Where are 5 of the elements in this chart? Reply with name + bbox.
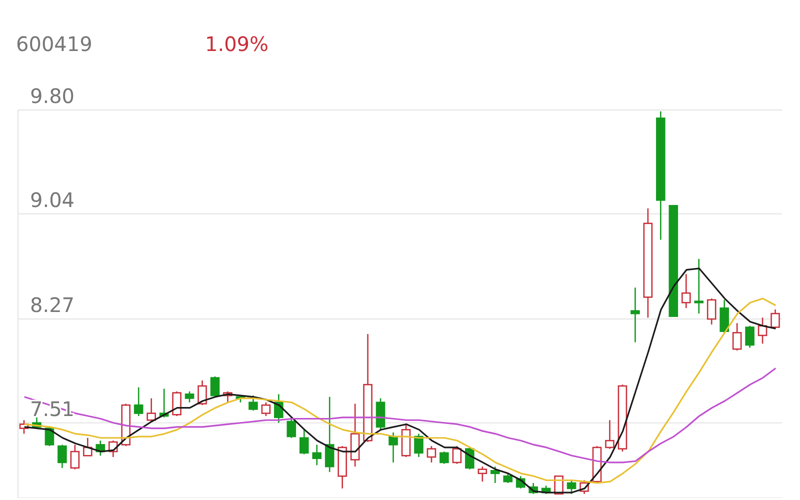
chart-subtitle: 1.09% [205,32,269,56]
y-tick-label: 9.04 [30,188,75,212]
y-tick-label: 9.80 [30,84,75,108]
y-tick-label: 8.27 [30,293,75,318]
chart-title: 600419 [16,32,92,56]
